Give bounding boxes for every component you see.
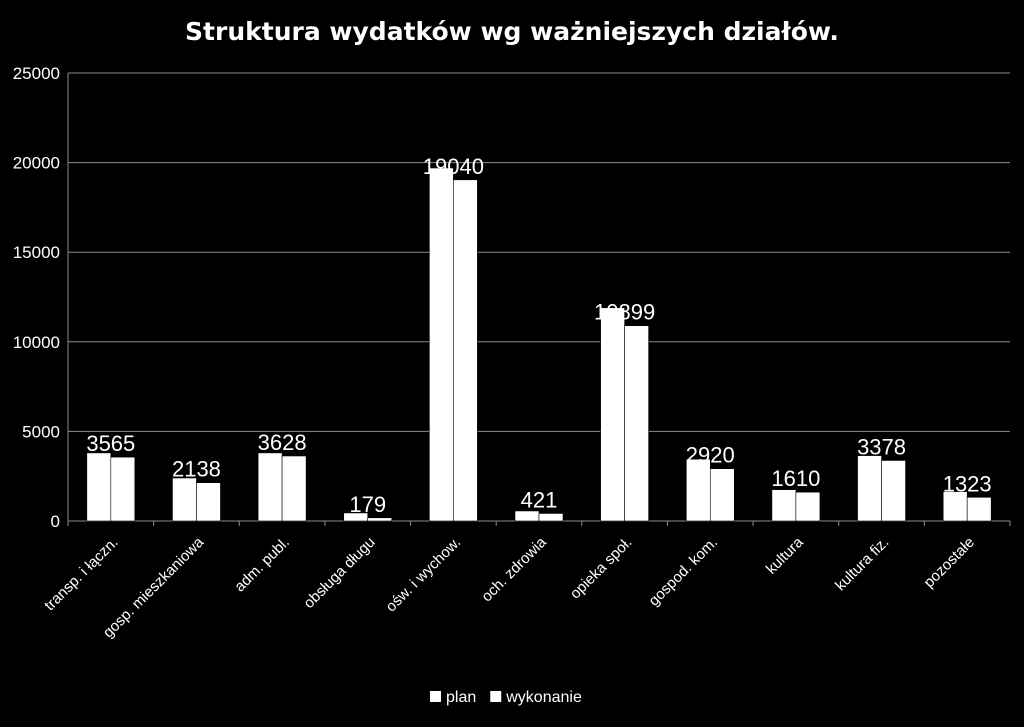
- bar-plan: [172, 477, 197, 522]
- data-label: 1610: [771, 466, 820, 491]
- x-tick-label: ośw. i wychow.: [383, 534, 465, 616]
- bar-wykonanie: [538, 513, 564, 522]
- y-tick-label: 25000: [13, 64, 60, 83]
- bar-wykonanie: [624, 325, 649, 522]
- x-tick-label: obsługa długu: [300, 534, 378, 612]
- data-label: 2138: [172, 457, 221, 482]
- legend: plan wykonanie: [430, 689, 582, 706]
- bar-plan: [771, 489, 797, 522]
- x-axis: transp. i łączn.gosp. mieszkaniowa adm. p…: [41, 521, 1011, 641]
- bar-wykonanie: [110, 456, 136, 522]
- x-tick-label: kultura: [763, 533, 807, 577]
- x-tick-label: kultura fiz.: [832, 534, 892, 594]
- legend-label-plan: plan: [446, 689, 476, 706]
- data-label: 3628: [258, 430, 307, 455]
- bar-plan: [600, 307, 625, 522]
- y-tick-label: 5000: [22, 422, 60, 441]
- bar-plan: [942, 491, 968, 522]
- x-tick-label: opieka społ.: [567, 534, 636, 603]
- data-label: 3378: [857, 434, 906, 459]
- bar-plan: [343, 512, 369, 522]
- bar-plan: [685, 458, 711, 522]
- x-tick-label: och. zdrowia: [478, 533, 550, 605]
- bar-wykonanie: [709, 468, 735, 522]
- bar-plan: [257, 452, 283, 522]
- bar-plan: [514, 510, 540, 522]
- bar-wykonanie: [966, 496, 992, 522]
- bar-wykonanie: [367, 517, 393, 522]
- y-tick-label: 0: [51, 512, 60, 531]
- y-tick-label: 10000: [13, 333, 60, 352]
- bar-wykonanie: [196, 482, 221, 522]
- data-labels: 3565 2138 3628 179 19040 421 10899 2920 1610 3378…: [86, 154, 991, 517]
- x-tick-label: pozostałe: [921, 534, 978, 591]
- gridlines: [68, 72, 1010, 432]
- x-tick-label: adm. publ.: [231, 534, 293, 596]
- bar-plan: [429, 167, 454, 522]
- data-label: 3565: [86, 431, 135, 456]
- bar-plan: [857, 455, 882, 522]
- bar-wykonanie: [453, 179, 478, 522]
- bar-plan: [86, 452, 112, 522]
- bar-wykonanie: [281, 455, 307, 522]
- x-tick-label: gospod. kom.: [645, 534, 721, 610]
- legend-swatch-wykonanie: [490, 691, 502, 702]
- bar-wykonanie: [881, 460, 906, 522]
- bar-wykonanie: [795, 491, 821, 522]
- x-tick-label: transp. i łączn.: [41, 534, 121, 614]
- data-label: 1323: [943, 471, 992, 496]
- legend-swatch-plan: [430, 691, 441, 702]
- chart-title: Struktura wydatków wg ważniejszych dział…: [185, 17, 839, 46]
- data-label: 2920: [686, 443, 735, 468]
- data-label: 421: [521, 487, 558, 512]
- bars: [86, 167, 992, 522]
- y-tick-label: 15000: [13, 243, 60, 262]
- data-label: 19040: [423, 154, 484, 179]
- data-label: 10899: [594, 300, 655, 325]
- data-label: 179: [349, 492, 386, 517]
- y-tick-label: 20000: [13, 154, 60, 173]
- legend-label-wykonanie: wykonanie: [505, 689, 582, 706]
- y-axis: 0 5000 10000 15000 20000 25000: [13, 64, 1010, 531]
